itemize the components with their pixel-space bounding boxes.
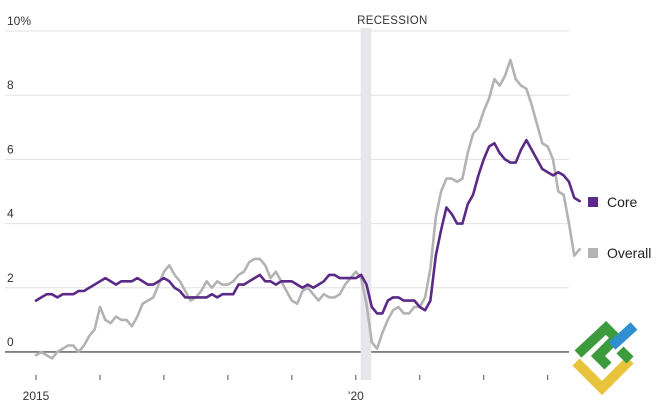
brand-logo-icon (572, 321, 638, 396)
legend-swatch-core (588, 197, 598, 207)
series-line-core (34, 138, 581, 315)
y-tick-label: 6 (7, 142, 14, 156)
legend-item-core: Core (588, 194, 637, 210)
y-axis-ticks: 10% 8 6 4 2 0 (7, 14, 31, 349)
y-tick-label: 8 (7, 78, 14, 92)
legend-item-overall: Overall (588, 245, 651, 261)
y-tick-label: 0 (7, 335, 14, 349)
legend-swatch-overall (588, 248, 598, 258)
y-tick-label: 10% (7, 14, 31, 28)
gridlines (5, 30, 569, 353)
legend-label-core: Core (607, 194, 638, 210)
x-axis-ticks: 2015 ’20 (23, 375, 549, 403)
y-tick-label: 2 (7, 271, 14, 285)
series-line-overall (34, 58, 581, 360)
recession-band (360, 28, 372, 380)
x-tick-label: ’20 (348, 389, 364, 403)
legend-label-overall: Overall (607, 245, 652, 261)
y-tick-label: 4 (7, 207, 14, 221)
recession-label: RECESSION (357, 15, 427, 27)
x-tick-label: 2015 (23, 389, 50, 403)
